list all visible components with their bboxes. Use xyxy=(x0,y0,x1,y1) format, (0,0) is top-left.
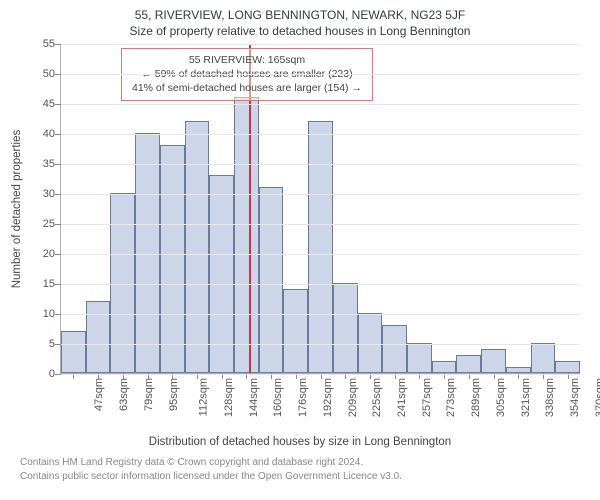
xtick-label: 112sqm xyxy=(198,378,210,416)
ytick-label: 25 xyxy=(29,218,55,230)
attribution-line: Contains public sector information licen… xyxy=(20,470,590,484)
xtick-label: 95sqm xyxy=(168,378,180,411)
plot-area: Number of detached properties 55 RIVERVI… xyxy=(60,44,580,374)
title-subtitle: Size of property relative to detached ho… xyxy=(10,24,590,38)
bar xyxy=(234,97,259,373)
xtick-label: 47sqm xyxy=(93,378,105,411)
ytick-label: 45 xyxy=(29,98,55,110)
xtick-label: 370sqm xyxy=(594,378,600,417)
xaxis-title: Distribution of detached houses by size … xyxy=(10,436,590,448)
xtick-label: 305sqm xyxy=(495,378,507,417)
ytick-label: 10 xyxy=(29,308,55,320)
ytick-label: 15 xyxy=(29,278,55,290)
bar xyxy=(283,289,308,373)
bar xyxy=(110,193,135,373)
bar xyxy=(531,343,556,373)
xtick-label: 79sqm xyxy=(143,378,155,411)
ytick-label: 55 xyxy=(29,38,55,50)
xtick-label: 321sqm xyxy=(520,378,532,417)
xtick-label: 289sqm xyxy=(470,378,482,417)
xtick-label: 241sqm xyxy=(396,378,408,417)
bar xyxy=(382,325,407,373)
xtick-label: 160sqm xyxy=(272,378,284,417)
xtick-label: 63sqm xyxy=(118,378,130,411)
callout-line: 55 RIVERVIEW: 165sqm xyxy=(132,53,362,67)
xtick-label: 209sqm xyxy=(347,378,359,417)
bar xyxy=(135,133,160,373)
bar xyxy=(481,349,506,373)
xtick-label: 273sqm xyxy=(445,378,457,417)
bar xyxy=(308,121,333,373)
ytick-label: 5 xyxy=(29,338,55,350)
bar xyxy=(259,187,284,373)
attribution-line: Contains HM Land Registry data © Crown c… xyxy=(20,456,590,470)
xtick-label: 192sqm xyxy=(322,378,334,417)
bar xyxy=(61,331,86,373)
ytick-label: 40 xyxy=(29,128,55,140)
xtick-label: 354sqm xyxy=(569,378,581,417)
yaxis-title: Number of detached properties xyxy=(11,129,23,288)
ytick-label: 30 xyxy=(29,188,55,200)
bar xyxy=(407,343,432,373)
bar xyxy=(333,283,358,373)
xlabels-layer: 47sqm 63sqm 79sqm 95sqm 112sqm 128sqm 144sqm 16… xyxy=(50,372,590,422)
bar xyxy=(86,301,111,373)
xtick-label: 338sqm xyxy=(544,378,556,417)
title-address: 55, RIVERVIEW, LONG BENNINGTON, NEWARK, … xyxy=(10,8,590,22)
callout-line: 41% of semi-detached houses are larger (… xyxy=(132,81,362,95)
ytick-label: 20 xyxy=(29,248,55,260)
bar xyxy=(456,355,481,373)
attribution: Contains HM Land Registry data © Crown c… xyxy=(20,456,590,484)
xtick-label: 257sqm xyxy=(421,378,433,417)
xtick-label: 176sqm xyxy=(297,378,309,417)
ytick-label: 50 xyxy=(29,68,55,80)
ytick-label: 35 xyxy=(29,158,55,170)
bar xyxy=(160,145,185,373)
chart-container: 55, RIVERVIEW, LONG BENNINGTON, NEWARK, … xyxy=(0,0,600,500)
bar xyxy=(185,121,210,373)
xtick-label: 225sqm xyxy=(371,378,383,417)
bar xyxy=(358,313,383,373)
xtick-label: 128sqm xyxy=(223,378,235,417)
xtick-label: 144sqm xyxy=(248,378,260,417)
